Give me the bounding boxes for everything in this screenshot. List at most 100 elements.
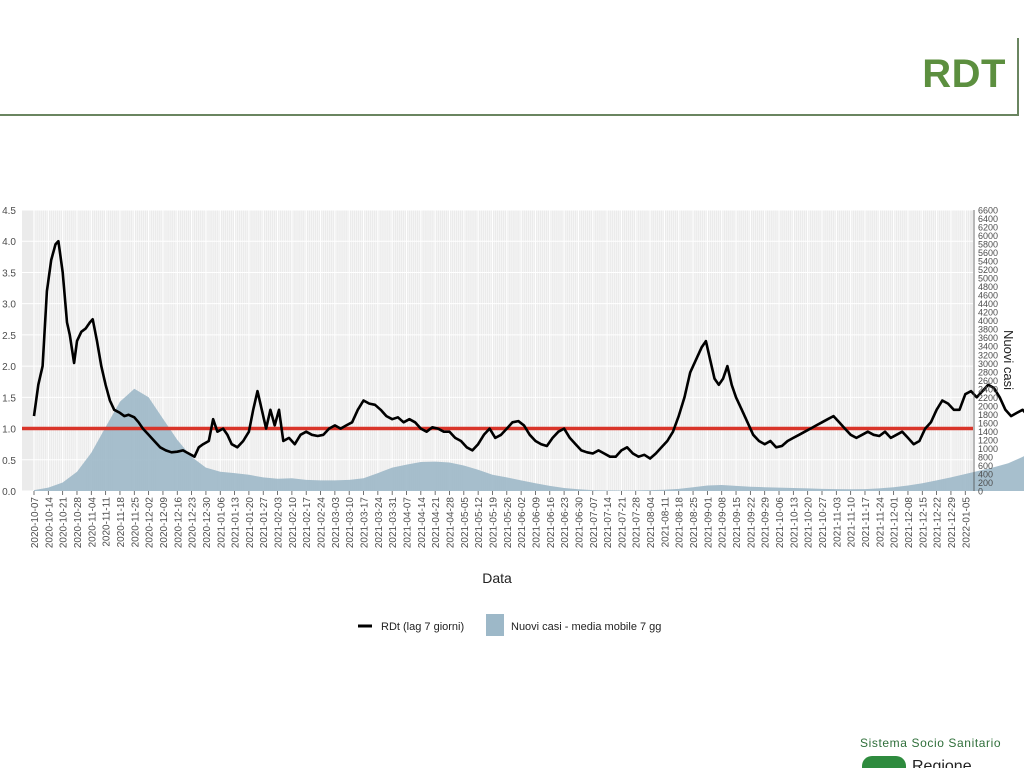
y2-tick-label: 3600 bbox=[978, 333, 998, 343]
series-rdt-line bbox=[32, 239, 1024, 460]
x-tick-label: 2021-01-20 bbox=[245, 497, 256, 549]
y2-tick-label: 6400 bbox=[978, 214, 998, 224]
x-tick-label: 2021-07-28 bbox=[632, 497, 643, 549]
x-tick-label: 2021-02-24 bbox=[317, 497, 328, 549]
x-tick-label: 2021-05-05 bbox=[460, 497, 471, 549]
x-tick-label: 2021-10-06 bbox=[775, 497, 786, 549]
x-tick-label: 2021-12-22 bbox=[933, 497, 944, 549]
header-rule bbox=[0, 114, 1018, 116]
x-tick-label: 2021-03-10 bbox=[345, 497, 356, 549]
y-tick-label: 1.5 bbox=[2, 393, 16, 404]
y2-tick-label: 1600 bbox=[978, 418, 998, 428]
x-axis-label: Data bbox=[482, 570, 512, 586]
x-tick-label: 2021-12-15 bbox=[918, 497, 929, 549]
y2-tick-label: 400 bbox=[978, 469, 993, 479]
y-tick-label: 2.5 bbox=[2, 331, 16, 342]
y2-tick-label: 2000 bbox=[978, 401, 998, 411]
y2-tick-label: 6200 bbox=[978, 223, 998, 233]
region-logo bbox=[862, 756, 906, 768]
x-tick-label: 2021-11-10 bbox=[847, 497, 858, 548]
x-tick-label: 2021-04-28 bbox=[445, 497, 456, 549]
x-tick-label: 2021-09-22 bbox=[746, 497, 757, 549]
x-tick-label: 2021-08-18 bbox=[675, 497, 686, 549]
brand-name: Sistema Socio Sanitario bbox=[860, 736, 1002, 750]
y-tick-label: 3.5 bbox=[2, 268, 16, 279]
x-tick-label: 2021-06-16 bbox=[546, 497, 557, 549]
x-tick-label: 2021-09-29 bbox=[761, 497, 772, 549]
x-tick-label: 2021-07-07 bbox=[589, 497, 600, 549]
x-tick-label: 2021-11-17 bbox=[861, 497, 872, 548]
x-tick-label: 2020-11-18 bbox=[116, 497, 127, 548]
x-tick-label: 2021-05-19 bbox=[488, 497, 499, 549]
x-tick-label: 2021-08-11 bbox=[660, 497, 671, 548]
y2-tick-label: 4000 bbox=[978, 316, 998, 326]
header-rule-right bbox=[1017, 38, 1019, 116]
brand-region: Regione bbox=[912, 758, 972, 768]
x-tick-label: 2022-01-05 bbox=[961, 497, 972, 549]
x-tick-label: 2021-01-06 bbox=[216, 497, 227, 549]
y2-tick-label: 800 bbox=[978, 452, 993, 462]
x-tick-label: 2021-01-27 bbox=[259, 497, 270, 549]
y2-tick-label: 1400 bbox=[978, 427, 998, 437]
rdt-chart: 0.00.51.01.52.02.53.03.54.04.50200400600… bbox=[2, 206, 1024, 636]
x-tick-label: 2021-09-08 bbox=[718, 497, 729, 549]
x-tick-label: 2021-09-01 bbox=[703, 497, 714, 549]
x-tick-label: 2020-12-02 bbox=[145, 497, 156, 549]
x-tick-label: 2020-12-16 bbox=[173, 497, 184, 549]
y-tick-label: 3.0 bbox=[2, 300, 16, 311]
x-tick-label: 2020-11-25 bbox=[130, 497, 141, 548]
x-tick-label: 2021-04-21 bbox=[431, 497, 442, 549]
y2-tick-label: 4600 bbox=[978, 291, 998, 301]
x-tick-label: 2021-08-25 bbox=[689, 497, 700, 549]
y2-tick-label: 4400 bbox=[978, 299, 998, 309]
x-tick-label: 2020-11-04 bbox=[87, 497, 98, 548]
legend-label-casi: Nuovi casi - media mobile 7 gg bbox=[511, 621, 661, 633]
y2-tick-label: 2200 bbox=[978, 393, 998, 403]
x-tick-label: 2021-02-03 bbox=[274, 497, 285, 549]
x-tick-label: 2021-09-15 bbox=[732, 497, 743, 549]
x-tick-label: 2021-06-30 bbox=[574, 497, 585, 549]
x-tick-label: 2020-10-14 bbox=[44, 497, 55, 549]
x-tick-label: 2021-05-26 bbox=[503, 497, 514, 549]
y2-tick-label: 1200 bbox=[978, 435, 998, 445]
slide-title: RDT bbox=[922, 52, 1006, 96]
y2-tick-label: 6600 bbox=[978, 206, 998, 216]
y2-tick-label: 1000 bbox=[978, 444, 998, 454]
y2-tick-label: 3200 bbox=[978, 350, 998, 360]
y2-tick-label: 3400 bbox=[978, 342, 998, 352]
y-tick-label: 0.5 bbox=[2, 456, 16, 467]
y2-tick-label: 3000 bbox=[978, 359, 998, 369]
x-tick-label: 2021-12-01 bbox=[890, 497, 901, 549]
x-tick-label: 2021-03-24 bbox=[374, 497, 385, 549]
x-tick-label: 2021-12-08 bbox=[904, 497, 915, 549]
x-tick-label: 2020-10-28 bbox=[73, 497, 84, 549]
x-tick-label: 2020-11-11 bbox=[102, 497, 113, 547]
y2-tick-label: 3800 bbox=[978, 325, 998, 335]
x-tick-label: 2021-07-14 bbox=[603, 497, 614, 549]
x-tick-label: 2021-06-23 bbox=[560, 497, 571, 549]
x-tick-label: 2021-08-04 bbox=[646, 497, 657, 549]
y2-axis-label: Nuovi casi bbox=[1001, 330, 1016, 390]
x-tick-label: 2020-12-09 bbox=[159, 497, 170, 549]
y2-tick-label: 200 bbox=[978, 478, 993, 488]
y-tick-label: 4.5 bbox=[2, 206, 16, 217]
y2-tick-label: 0 bbox=[978, 487, 983, 497]
y2-tick-label: 4800 bbox=[978, 282, 998, 292]
x-tick-label: 2021-11-03 bbox=[832, 497, 843, 548]
x-tick-label: 2021-12-29 bbox=[947, 497, 958, 549]
y2-tick-label: 1800 bbox=[978, 410, 998, 420]
y-tick-label: 4.0 bbox=[2, 237, 16, 248]
y2-tick-label: 5600 bbox=[978, 248, 998, 258]
x-tick-label: 2021-07-21 bbox=[617, 497, 628, 549]
legend-label-rdt: RDt (lag 7 giorni) bbox=[381, 621, 464, 633]
y2-tick-label: 4200 bbox=[978, 308, 998, 318]
x-tick-label: 2021-02-10 bbox=[288, 497, 299, 549]
y2-tick-label: 5400 bbox=[978, 257, 998, 267]
y2-tick-label: 5800 bbox=[978, 240, 998, 250]
x-tick-label: 2021-10-27 bbox=[818, 497, 829, 549]
x-tick-label: 2020-12-30 bbox=[202, 497, 213, 549]
y2-tick-label: 5000 bbox=[978, 274, 998, 284]
x-tick-label: 2021-03-31 bbox=[388, 497, 399, 549]
x-tick-label: 2020-10-21 bbox=[59, 497, 70, 549]
y2-tick-label: 2600 bbox=[978, 376, 998, 386]
